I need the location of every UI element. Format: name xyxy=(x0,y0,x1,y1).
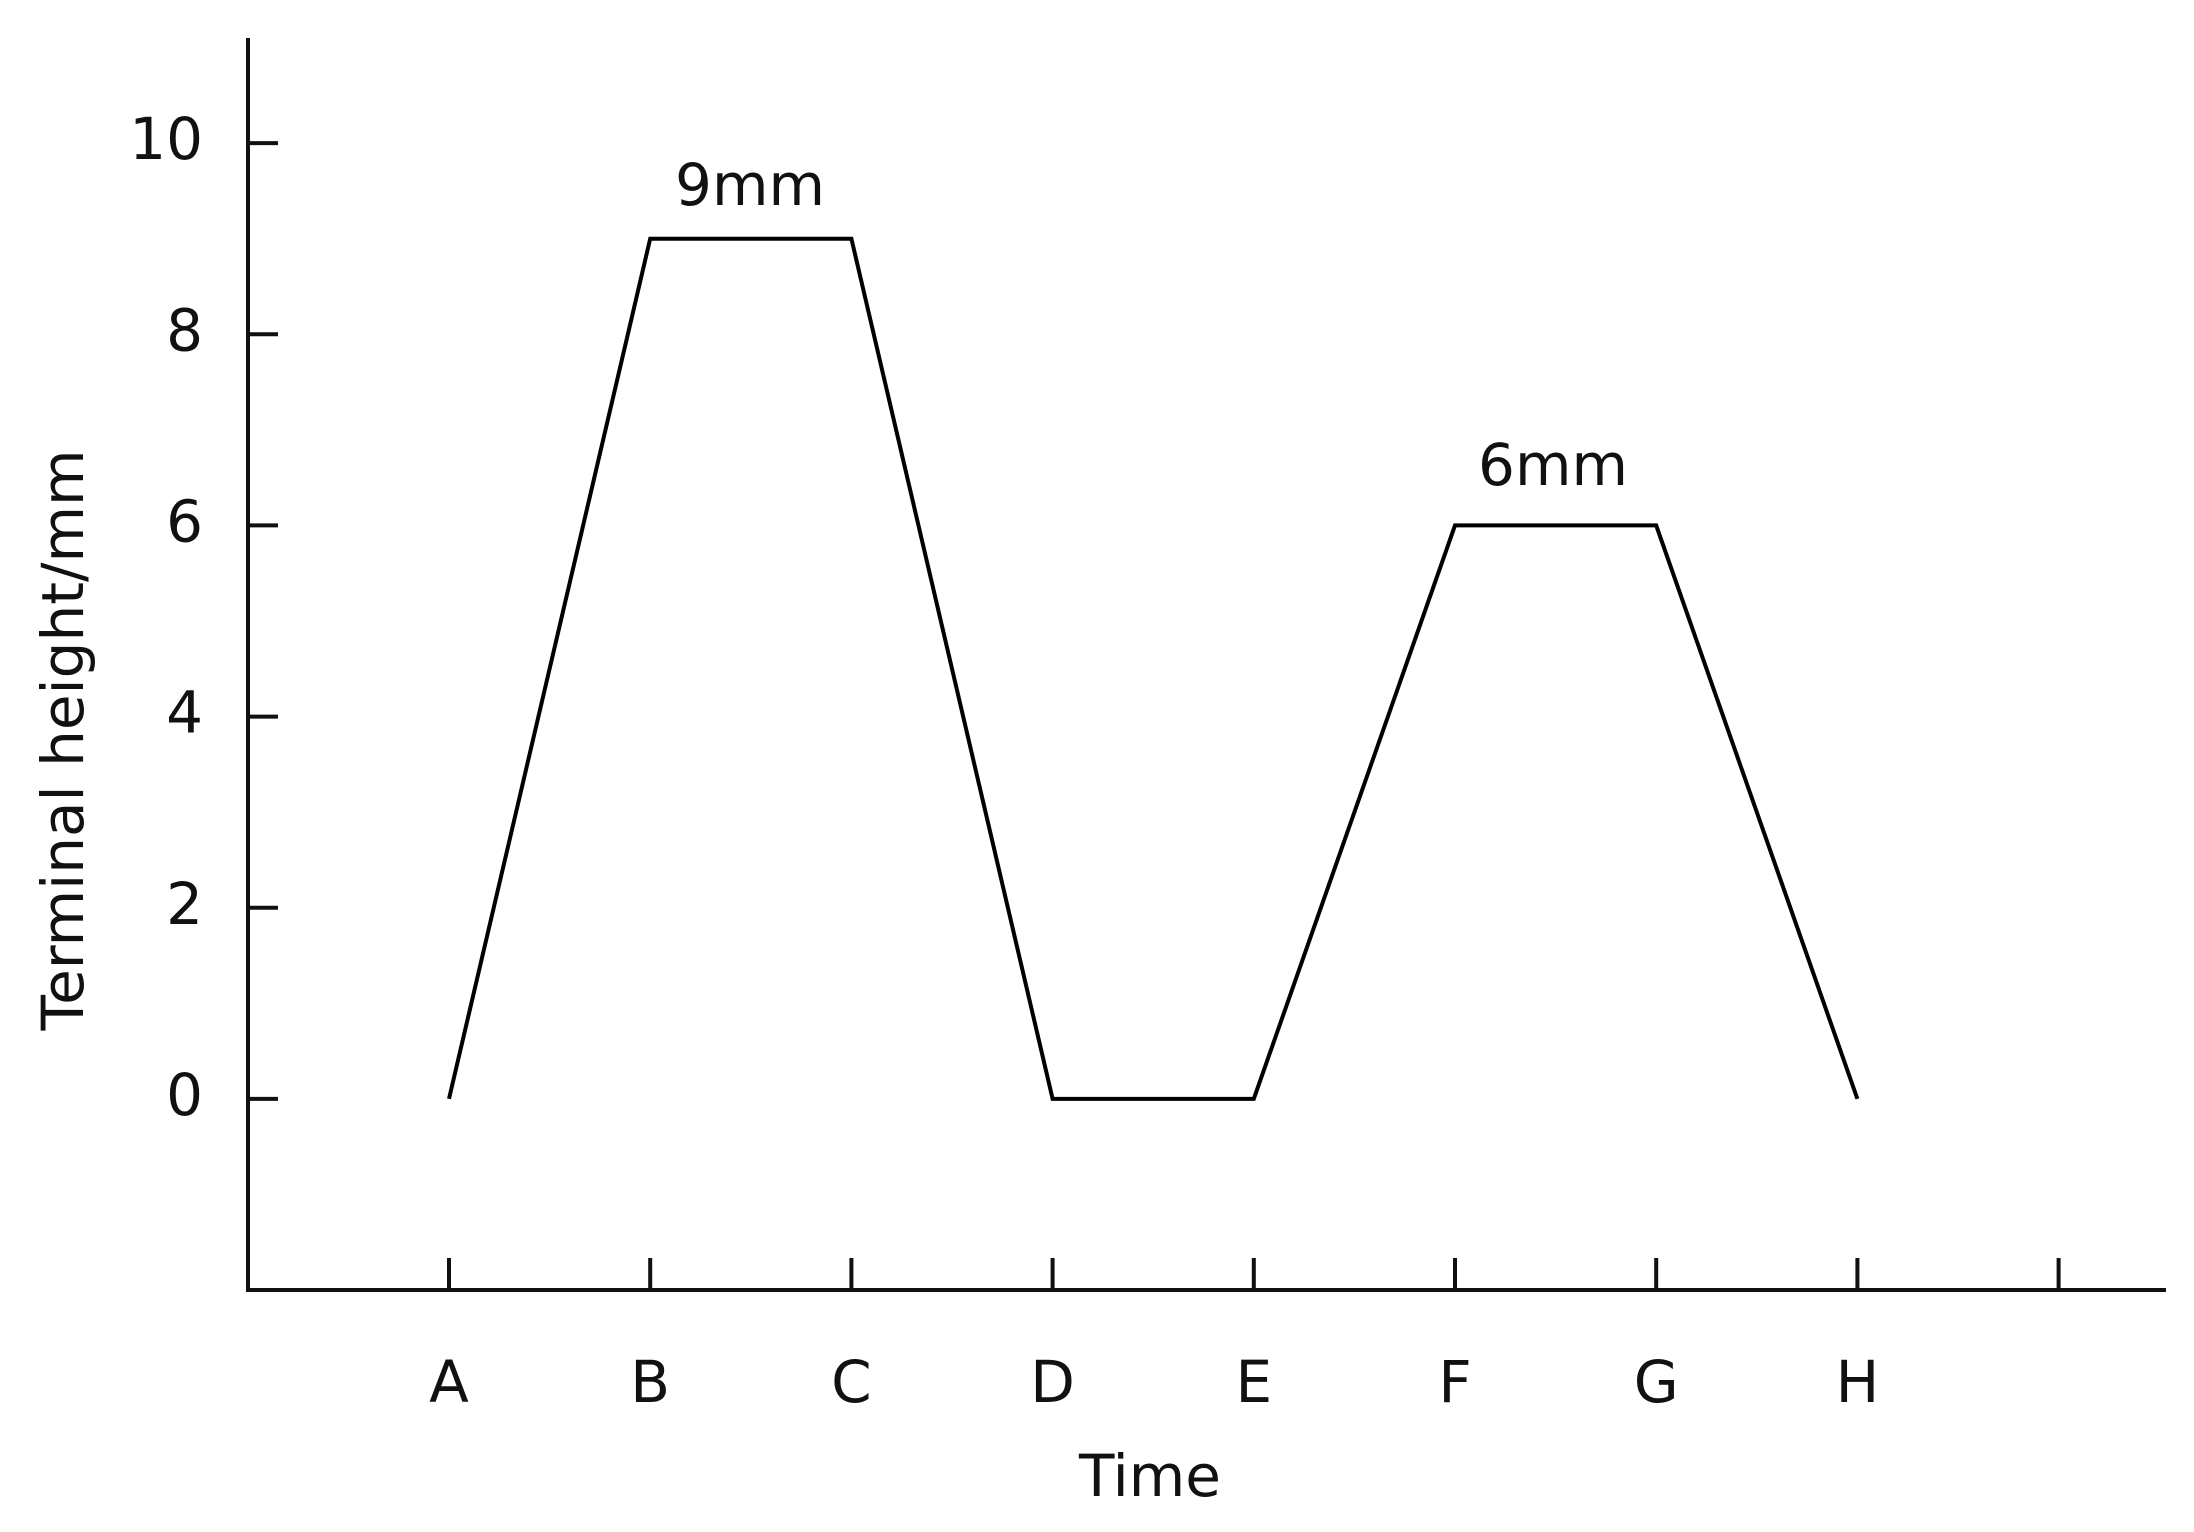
data-line xyxy=(447,236,1860,1101)
y-tick-label: 8 xyxy=(166,296,203,364)
annotation: 6mm xyxy=(1478,431,1628,499)
annotation: 9mm xyxy=(675,151,825,219)
x-tick-label: E xyxy=(1235,1348,1272,1416)
x-tick-label: A xyxy=(429,1348,469,1416)
y-axis-label: Terminal height/mm xyxy=(29,450,97,1032)
x-tick-label: D xyxy=(1030,1348,1075,1416)
y-tick-label: 6 xyxy=(166,488,203,556)
x-tick-label: B xyxy=(630,1348,670,1416)
y-tick-label: 10 xyxy=(129,105,203,173)
y-tick-label: 4 xyxy=(166,679,203,747)
x-tick-label: C xyxy=(831,1348,872,1416)
x-axis-label: Time xyxy=(1078,1442,1221,1510)
x-tick-label: F xyxy=(1438,1348,1471,1416)
y-tick-label: 0 xyxy=(166,1061,203,1129)
x-tick-label: H xyxy=(1836,1348,1880,1416)
x-tick-label: G xyxy=(1634,1348,1679,1416)
y-tick-label: 2 xyxy=(166,870,203,938)
